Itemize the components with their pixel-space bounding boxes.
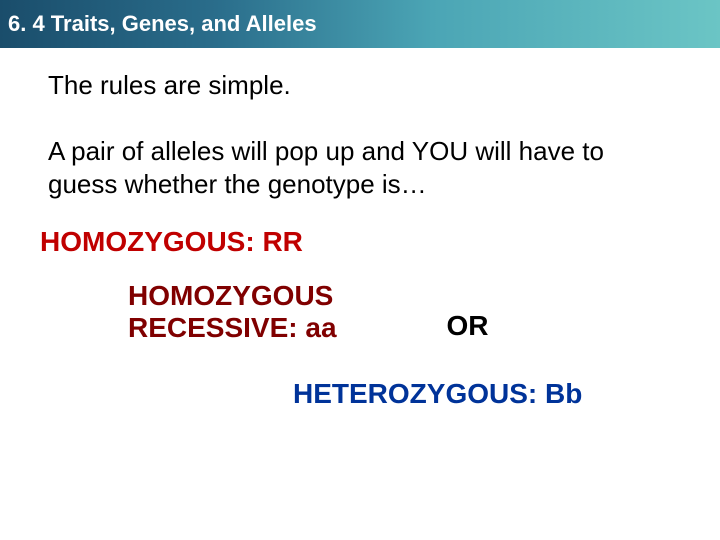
term-homozygous-rr: HOMOZYGOUS: RR xyxy=(40,226,672,258)
homozygous-recessive-line2: RECESSIVE: aa xyxy=(128,312,337,343)
row-recessive-or: HOMOZYGOUS RECESSIVE: aa OR xyxy=(48,280,672,344)
slide-header: 6. 4 Traits, Genes, and Alleles xyxy=(0,0,720,48)
or-label: OR xyxy=(447,310,489,342)
homozygous-recessive-line1: HOMOZYGOUS xyxy=(128,280,333,311)
slide-content: The rules are simple. A pair of alleles … xyxy=(0,48,720,410)
intro-line-2: A pair of alleles will pop up and YOU wi… xyxy=(48,135,672,200)
header-title: 6. 4 Traits, Genes, and Alleles xyxy=(8,11,317,37)
term-heterozygous: HETEROZYGOUS: Bb xyxy=(293,378,672,410)
term-homozygous-recessive: HOMOZYGOUS RECESSIVE: aa xyxy=(128,280,337,344)
intro-line-1: The rules are simple. xyxy=(48,70,672,101)
